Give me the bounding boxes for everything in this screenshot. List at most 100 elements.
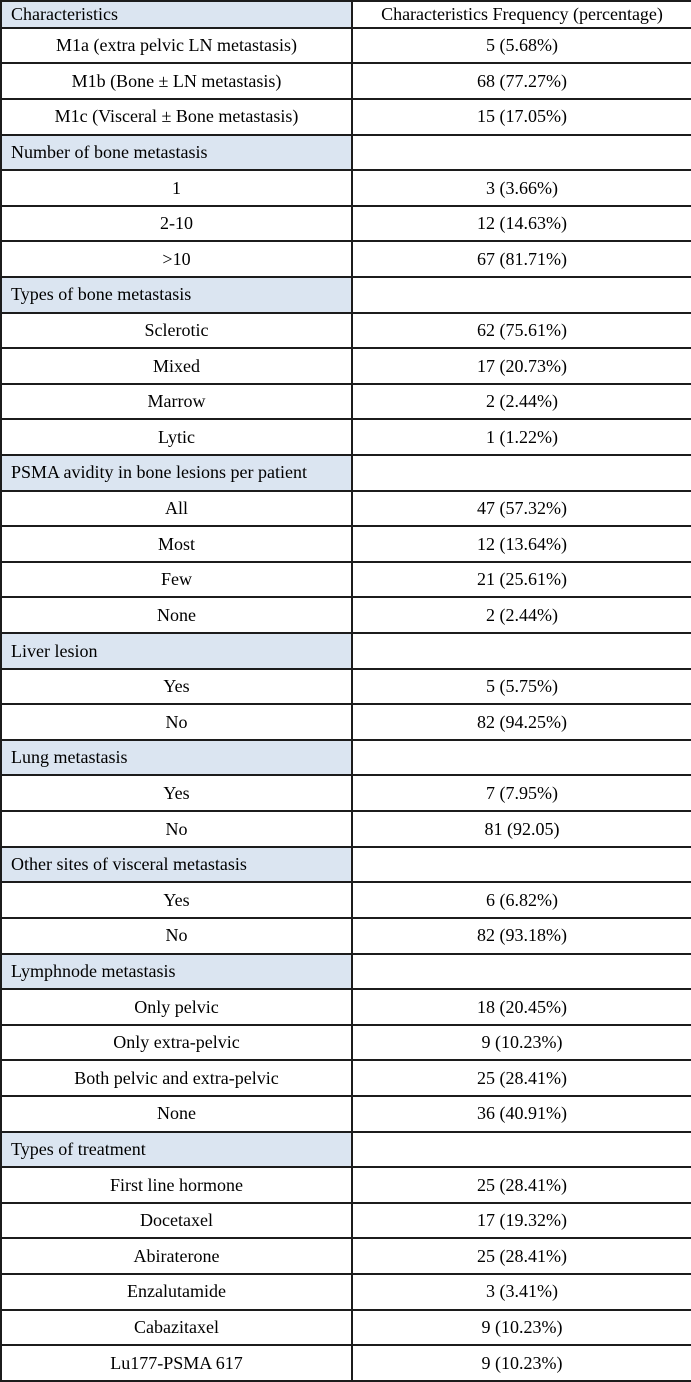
row-label: M1a (extra pelvic LN metastasis) <box>0 26 353 65</box>
section-row: Types of bone metastasis <box>0 275 691 314</box>
row-value <box>351 133 691 172</box>
table-row: Few 21 (25.61%) <box>0 560 691 599</box>
row-value: 25 (28.41%) <box>351 1237 691 1276</box>
table-row: Abiraterone 25 (28.41%) <box>0 1237 691 1276</box>
section-label: Types of treatment <box>0 1130 353 1169</box>
table-row: None 2 (2.44%) <box>0 596 691 635</box>
table-row: Only extra-pelvic 9 (10.23%) <box>0 1023 691 1062</box>
table-row: First line hormone 25 (28.41%) <box>0 1166 691 1204</box>
table-row: Mixed 17 (20.73%) <box>0 347 691 385</box>
row-value: 12 (13.64%) <box>351 525 691 563</box>
row-value: 2 (2.44%) <box>351 596 691 635</box>
row-label: Yes <box>0 667 353 706</box>
table-row: Both pelvic and extra-pelvic 25 (28.41%) <box>0 1059 691 1097</box>
table-row: No 82 (94.25%) <box>0 703 691 741</box>
row-value: 9 (10.23%) <box>351 1023 691 1062</box>
section-label: PSMA avidity in bone lesions per patient <box>0 454 353 492</box>
row-label: M1c (Visceral ± Bone metastasis) <box>0 97 353 136</box>
section-label: Other sites of visceral metastasis <box>0 845 353 884</box>
section-label: Number of bone metastasis <box>0 133 353 172</box>
section-row: Lung metastasis <box>0 738 691 777</box>
row-value <box>351 632 691 670</box>
table-row: All 47 (57.32%) <box>0 489 691 528</box>
row-value: 15 (17.05%) <box>351 97 691 136</box>
section-row: Liver lesion <box>0 632 691 670</box>
row-value <box>351 845 691 884</box>
row-label: Abiraterone <box>0 1237 353 1276</box>
header-frequency: Characteristics Frequency (percentage) <box>351 0 691 29</box>
row-value: 21 (25.61%) <box>351 560 691 599</box>
row-value: 18 (20.45%) <box>351 988 691 1026</box>
row-value: 5 (5.68%) <box>351 26 691 65</box>
row-value: 67 (81.71%) <box>351 240 691 278</box>
table-body: M1a (extra pelvic LN metastasis) 5 (5.68%… <box>0 26 691 1382</box>
row-value: 81 (92.05) <box>351 810 691 848</box>
row-label: Few <box>0 560 353 599</box>
row-label: No <box>0 703 353 741</box>
row-label: All <box>0 489 353 528</box>
table-row: 2-10 12 (14.63%) <box>0 204 691 243</box>
row-label: First line hormone <box>0 1166 353 1204</box>
row-value <box>351 738 691 777</box>
section-row: Lymphnode metastasis <box>0 952 691 991</box>
row-label: Sclerotic <box>0 311 353 350</box>
row-label: M1b (Bone ± LN metastasis) <box>0 62 353 100</box>
table-row: Docetaxel 17 (19.32%) <box>0 1201 691 1240</box>
section-label: Lymphnode metastasis <box>0 952 353 991</box>
row-value: 3 (3.66%) <box>351 169 691 207</box>
row-value: 17 (19.32%) <box>351 1201 691 1240</box>
table-row: Yes 5 (5.75%) <box>0 667 691 706</box>
row-value: 6 (6.82%) <box>351 881 691 919</box>
row-value: 62 (75.61%) <box>351 311 691 350</box>
row-label: Only pelvic <box>0 988 353 1026</box>
table-row: No 82 (93.18%) <box>0 916 691 955</box>
row-value: 12 (14.63%) <box>351 204 691 243</box>
section-label: Liver lesion <box>0 632 353 670</box>
row-value <box>351 952 691 991</box>
row-value: 1 (1.22%) <box>351 418 691 456</box>
table-row: None 36 (40.91%) <box>0 1094 691 1133</box>
table-row: Lu177-PSMA 617 9 (10.23%) <box>0 1344 691 1382</box>
table-row: M1c (Visceral ± Bone metastasis) 15 (17.0… <box>0 97 691 136</box>
row-value: 25 (28.41%) <box>351 1166 691 1204</box>
row-value: 5 (5.75%) <box>351 667 691 706</box>
header-characteristics: Characteristics <box>0 0 353 29</box>
row-label: 2-10 <box>0 204 353 243</box>
row-label: >10 <box>0 240 353 278</box>
row-value: 9 (10.23%) <box>351 1308 691 1347</box>
row-label: Lytic <box>0 418 353 456</box>
row-label: Mixed <box>0 347 353 385</box>
table-row: >10 67 (81.71%) <box>0 240 691 278</box>
row-label: Enzalutamide <box>0 1273 353 1311</box>
row-value: 68 (77.27%) <box>351 62 691 100</box>
row-value: 47 (57.32%) <box>351 489 691 528</box>
row-label: 1 <box>0 169 353 207</box>
row-value: 82 (93.18%) <box>351 916 691 955</box>
section-row: Number of bone metastasis <box>0 133 691 172</box>
section-label: Types of bone metastasis <box>0 275 353 314</box>
section-row: Types of treatment <box>0 1130 691 1169</box>
table-row: Sclerotic 62 (75.61%) <box>0 311 691 350</box>
row-value: 82 (94.25%) <box>351 703 691 741</box>
row-label: Lu177-PSMA 617 <box>0 1344 353 1382</box>
table-row: Most 12 (13.64%) <box>0 525 691 563</box>
row-value: 9 (10.23%) <box>351 1344 691 1382</box>
table-row: M1b (Bone ± LN metastasis) 68 (77.27%) <box>0 62 691 100</box>
row-label: Both pelvic and extra-pelvic <box>0 1059 353 1097</box>
row-value: 25 (28.41%) <box>351 1059 691 1097</box>
row-label: Only extra-pelvic <box>0 1023 353 1062</box>
row-label: Most <box>0 525 353 563</box>
table-row: Only pelvic 18 (20.45%) <box>0 988 691 1026</box>
row-label: Docetaxel <box>0 1201 353 1240</box>
row-value <box>351 1130 691 1169</box>
section-row: Other sites of visceral metastasis <box>0 845 691 884</box>
table-row: Yes 7 (7.95%) <box>0 774 691 813</box>
row-label: No <box>0 810 353 848</box>
section-label: Lung metastasis <box>0 738 353 777</box>
table-row: Yes 6 (6.82%) <box>0 881 691 919</box>
table-row: Marrow 2 (2.44%) <box>0 382 691 421</box>
table-row: M1a (extra pelvic LN metastasis) 5 (5.68%… <box>0 26 691 65</box>
table-header-row: Characteristics Characteristics Frequenc… <box>0 0 691 29</box>
